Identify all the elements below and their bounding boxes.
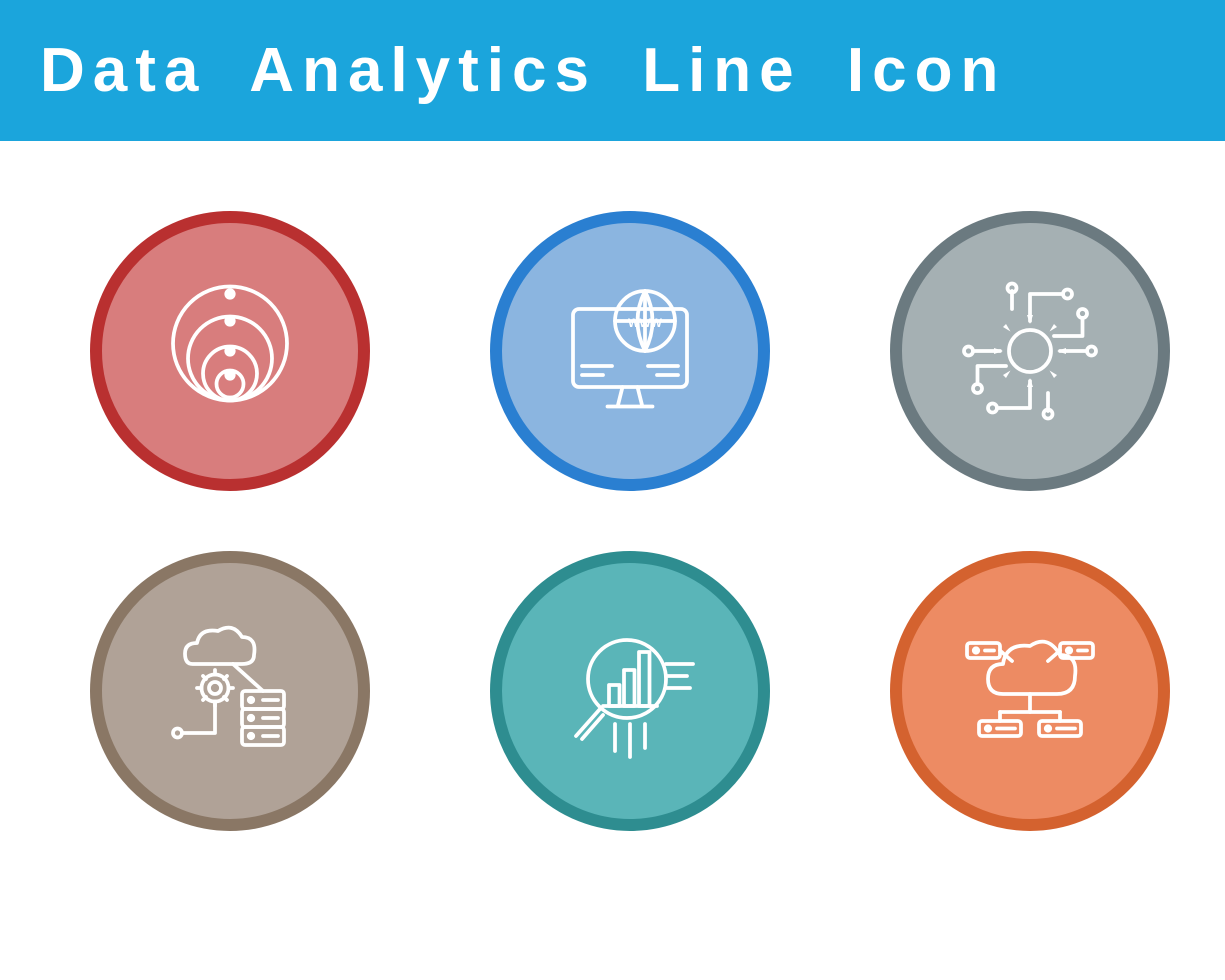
icon-grid: WWW	[0, 141, 1225, 901]
gear-circuit-icon	[890, 211, 1170, 491]
search-chart-icon	[490, 551, 770, 831]
concentric-circles-icon	[90, 211, 370, 491]
cloud-network-icon	[890, 551, 1170, 831]
web-monitor-icon: WWW	[490, 211, 770, 491]
header-banner: Data Analytics Line Icon	[0, 0, 1225, 141]
cloud-server-icon	[90, 551, 370, 831]
svg-text:WWW: WWW	[628, 316, 663, 330]
